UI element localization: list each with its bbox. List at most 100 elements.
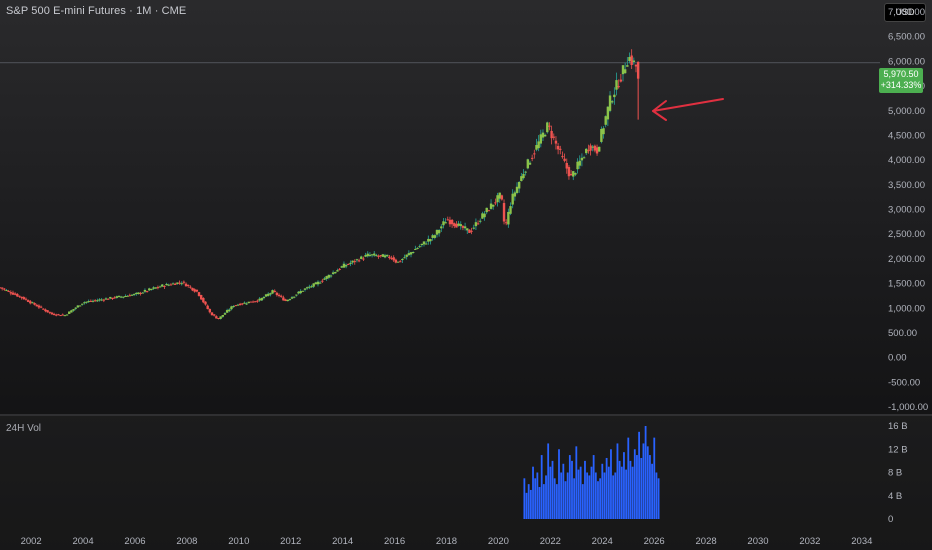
volume-tick-label: 16 B — [888, 421, 908, 432]
candle-body — [628, 56, 631, 62]
candle-body — [24, 298, 28, 300]
price-tick-label: 3,500.00 — [888, 180, 925, 191]
candle-body — [533, 153, 536, 155]
candle-body — [513, 192, 517, 197]
candle-body — [539, 134, 543, 144]
candle-body — [100, 299, 103, 301]
volume-bar — [529, 489, 532, 519]
volume-bar — [547, 443, 550, 519]
candle-body — [78, 305, 82, 307]
price-tick-label: 6,500.00 — [888, 32, 925, 43]
candle-body — [102, 299, 106, 301]
candle-body — [148, 288, 151, 291]
candle-body — [634, 64, 638, 67]
candle-body — [128, 295, 131, 297]
candle-body — [33, 303, 36, 305]
volume-bar — [542, 484, 545, 519]
candle-body — [256, 300, 259, 302]
candle-body — [463, 226, 467, 229]
time-tick-label: 2034 — [851, 536, 872, 547]
candle-body — [623, 69, 627, 74]
candle-body — [297, 291, 300, 294]
price-tick-label: -1,000.00 — [888, 402, 928, 413]
price-tick-label: 1,000.00 — [888, 303, 925, 314]
candle-body — [89, 300, 93, 302]
candle-body — [245, 303, 248, 305]
candle-body — [87, 301, 90, 303]
candle-body — [232, 306, 235, 308]
candle-body — [398, 261, 402, 263]
candle-body — [323, 278, 326, 280]
candle-body — [550, 130, 553, 139]
candle-body — [576, 161, 579, 170]
candle-body — [530, 157, 534, 159]
candle-body — [165, 283, 168, 286]
candle-body — [68, 311, 71, 314]
candle-body — [117, 295, 121, 298]
candle-body — [411, 251, 415, 253]
candle-body — [472, 227, 475, 229]
candle-body — [606, 106, 610, 120]
time-tick-label: 2024 — [592, 536, 613, 547]
candle-body — [113, 297, 116, 299]
annotation-arrow — [652, 98, 724, 121]
candle-body — [221, 314, 225, 317]
volume-bar — [603, 472, 606, 519]
candle-body — [450, 219, 454, 225]
candle-body — [130, 294, 134, 296]
volume-bar — [573, 478, 576, 519]
volume-bar — [581, 484, 584, 519]
candle-body — [262, 297, 266, 299]
candle-body — [388, 256, 391, 259]
candle-body — [154, 287, 157, 289]
candle-body — [290, 297, 294, 299]
candle-body — [580, 157, 584, 161]
candle-body — [137, 292, 140, 295]
candle-body — [481, 213, 484, 219]
volume-bar — [560, 472, 563, 519]
candles — [0, 49, 640, 320]
candle-body — [403, 257, 406, 259]
currency-button[interactable]: USD — [884, 3, 926, 22]
candle-body — [325, 276, 328, 279]
candle-body — [414, 248, 417, 250]
candle-body — [334, 271, 337, 274]
candle-body — [9, 292, 13, 294]
candle-body — [251, 301, 255, 303]
price-tick-label: 4,000.00 — [888, 155, 925, 166]
candle-body — [496, 195, 499, 203]
candle-body — [442, 221, 445, 226]
candle-body — [174, 283, 177, 285]
candle-body — [85, 301, 88, 303]
candle-body — [247, 301, 250, 304]
candle-body — [630, 55, 633, 65]
volume-axis: 16 B 12 B 8 B 4 B 0 — [888, 421, 908, 525]
candle-body — [617, 86, 620, 88]
candle-body — [178, 282, 181, 284]
candle-body — [191, 287, 194, 291]
candle-body — [271, 290, 274, 294]
volume-bar — [534, 478, 537, 519]
candle-body — [193, 289, 196, 292]
candle-body — [485, 207, 488, 213]
volume-bar — [555, 484, 558, 519]
candle-body — [435, 229, 439, 235]
candle-body — [498, 192, 501, 199]
volume-tick-label: 8 B — [888, 468, 902, 479]
candle-body — [360, 256, 363, 259]
candle-body — [145, 291, 149, 293]
candle-body — [16, 293, 19, 297]
candle-body — [132, 293, 136, 295]
candle-body — [273, 290, 276, 293]
volume-bar — [620, 466, 623, 519]
volume-bar — [545, 475, 547, 519]
candle-body — [39, 306, 43, 308]
candle-body — [578, 160, 581, 166]
candle-body — [7, 290, 10, 292]
candle-body — [457, 223, 460, 226]
volume-bar — [592, 455, 595, 519]
candle-body — [219, 316, 222, 319]
candle-body — [446, 219, 449, 221]
candle-body — [556, 145, 560, 150]
